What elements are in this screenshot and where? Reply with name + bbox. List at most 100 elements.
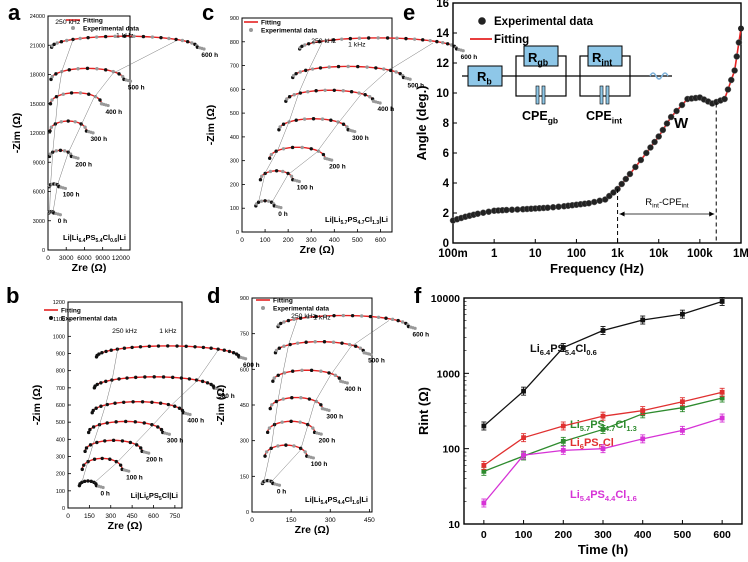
data-point [319, 403, 323, 407]
data-point [83, 125, 87, 129]
data-point [281, 147, 286, 151]
data-point [376, 315, 381, 319]
x-tick-label: 1M [733, 248, 748, 260]
data-point [294, 118, 298, 122]
data-point [138, 345, 143, 349]
data-point [667, 113, 675, 121]
tail-point [327, 408, 331, 412]
frequency-annotation: 1 kHz [116, 32, 134, 39]
y-tick-label: 1100 [53, 317, 65, 323]
data-point [48, 129, 52, 133]
data-point [104, 349, 108, 354]
data-point [596, 197, 603, 204]
data-point [479, 209, 487, 216]
data-point [54, 149, 58, 153]
data-point [66, 119, 70, 123]
series-200h: 200 h [83, 438, 163, 463]
data-point [368, 95, 372, 99]
data-point [282, 320, 286, 324]
text-part: CPE [586, 109, 612, 123]
guide-1kHz [52, 40, 176, 213]
data-point [141, 34, 146, 39]
data-point [259, 174, 264, 178]
data-point [659, 126, 667, 134]
x-tick-label: 10 [529, 248, 542, 260]
panel-letter-b: b [6, 283, 19, 308]
data-point [95, 67, 99, 71]
data-point [600, 427, 606, 432]
data-point [105, 402, 110, 407]
tail-point [369, 352, 373, 357]
data-point [82, 479, 87, 484]
x-tick-label: 750 [169, 513, 180, 520]
text-part: -CPE [659, 197, 682, 208]
text-part: |Li [379, 215, 388, 224]
data-point [115, 347, 120, 351]
cell-title: Li|Li5.4PS4.4Cl1.6|Li [305, 495, 368, 506]
tail-point [128, 79, 133, 83]
text-part: Cl [615, 419, 626, 431]
x-tick-label: 1 [491, 248, 498, 260]
y-tick-label: 0 [443, 238, 449, 250]
x-tick-label: 0 [250, 517, 254, 524]
data-point [337, 376, 342, 380]
data-point [180, 38, 185, 43]
data-point [274, 348, 279, 353]
data-point [321, 152, 326, 157]
data-point [341, 89, 345, 93]
series-300h: 300 h [86, 419, 183, 444]
data-point [62, 149, 67, 153]
data-point [306, 315, 310, 319]
text-part: |Li [359, 495, 368, 504]
data-point [311, 40, 316, 45]
data-point [209, 346, 213, 350]
series-200h: 200 h [47, 148, 92, 168]
data-point [618, 180, 625, 188]
data-point [719, 389, 725, 395]
data-point [274, 169, 279, 173]
data-point [59, 40, 64, 44]
legend-data-marker [71, 26, 75, 30]
data-point [585, 200, 593, 207]
data-point [356, 64, 360, 69]
y-tick-label: 1000 [53, 334, 65, 340]
data-point [719, 299, 725, 304]
data-point [54, 72, 58, 76]
data-point [194, 378, 199, 382]
y-tick-label: 16 [436, 0, 449, 10]
subscript: 5.7 [580, 424, 590, 433]
subscript: gb [537, 58, 548, 68]
data-point [357, 91, 361, 95]
subscript: 4.7 [605, 424, 615, 433]
series-500h: 500 h [291, 64, 424, 89]
data-point [640, 317, 646, 323]
y-tick-label: 0 [62, 506, 65, 512]
data-point [651, 138, 658, 146]
data-point [95, 382, 99, 387]
data-point [104, 68, 108, 72]
data-point [122, 346, 127, 350]
legend-fit-label: Fitting [83, 18, 103, 25]
series-label: 400 h [187, 418, 204, 425]
data-point [274, 149, 278, 153]
series-label: 400 h [345, 386, 362, 393]
data-point [306, 89, 310, 94]
series-label: 400 h [378, 106, 395, 113]
data-point [99, 404, 103, 408]
CPEint-label: CPEint [586, 109, 622, 126]
data-point [435, 39, 439, 44]
data-point [276, 373, 280, 377]
subscript: 6 [580, 442, 584, 451]
data-point [166, 402, 171, 407]
data-point [441, 40, 445, 45]
text-part: Cl|Li [162, 491, 178, 500]
y-tick-label: 4 [443, 178, 450, 190]
y-tick-label: 0 [236, 230, 239, 236]
frequency-annotation: 250 kHz [112, 328, 138, 335]
x-tick-label: 100k [687, 248, 713, 260]
data-point [680, 399, 685, 405]
x-tick-label: 12000 [112, 255, 130, 262]
data-point [216, 347, 220, 351]
data-point [474, 210, 482, 217]
data-point [318, 66, 323, 70]
